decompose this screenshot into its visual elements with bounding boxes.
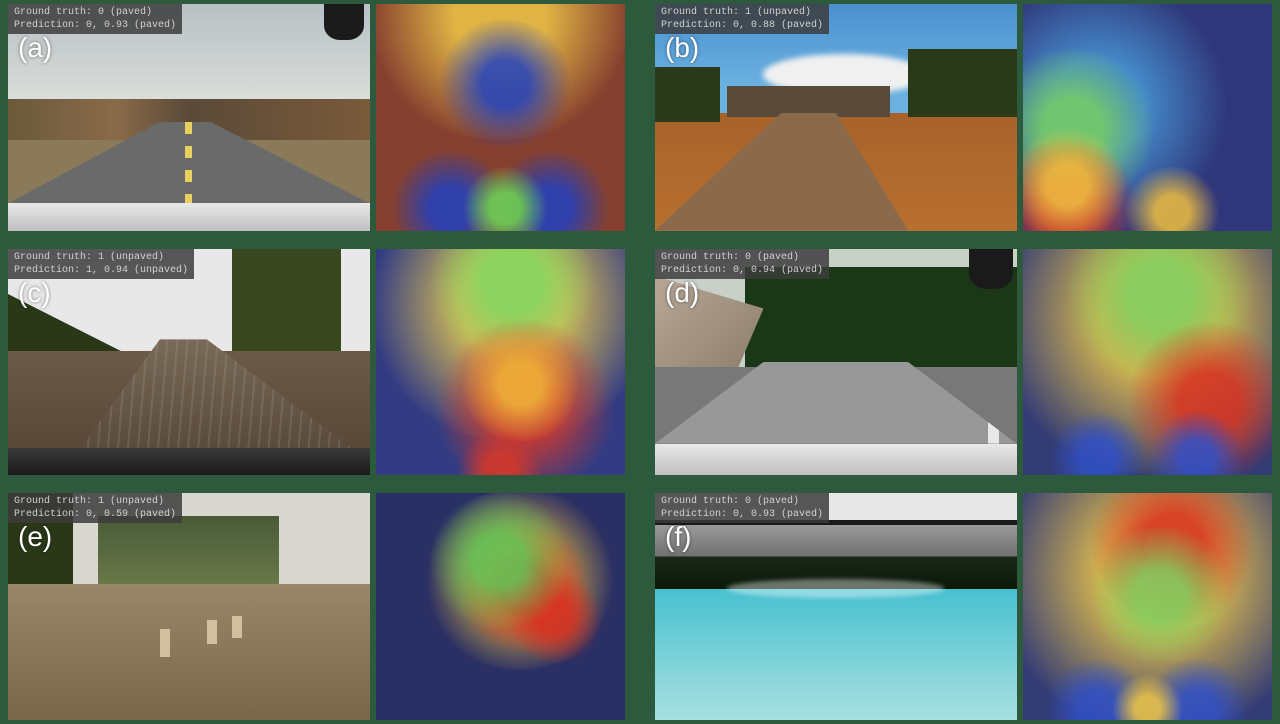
photo-d: Ground truth: 0 (paved) Prediction: 0, 0… <box>655 249 1017 476</box>
panel-letter: (c) <box>18 277 51 309</box>
pred-text: Prediction: 1, 0.94 (unpaved) <box>14 265 188 276</box>
pred-text: Prediction: 0, 0.93 (paved) <box>661 509 823 520</box>
panel-c: Ground truth: 1 (unpaved) Prediction: 1,… <box>8 249 625 476</box>
label-box: Ground truth: 1 (unpaved) Prediction: 0,… <box>8 493 182 523</box>
flipped-scene <box>655 493 1017 720</box>
photo-e: Ground truth: 1 (unpaved) Prediction: 0,… <box>8 493 370 720</box>
label-box: Ground truth: 0 (paved) Prediction: 0, 0… <box>8 4 182 34</box>
photo-b: Ground truth: 1 (unpaved) Prediction: 0,… <box>655 4 1017 231</box>
panel-letter: (f) <box>665 521 691 553</box>
hood <box>8 448 370 475</box>
label-box: Ground truth: 1 (unpaved) Prediction: 1,… <box>8 249 194 279</box>
heatmap-f <box>1023 493 1272 720</box>
photo-f: Ground truth: 0 (paved) Prediction: 0, 0… <box>655 493 1017 720</box>
pred-text: Prediction: 0, 0.94 (paved) <box>661 265 823 276</box>
gt-text: Ground truth: 0 (paved) <box>661 496 799 507</box>
panel-d: Ground truth: 0 (paved) Prediction: 0, 0… <box>655 249 1272 476</box>
hood <box>655 444 1017 476</box>
trees-left <box>655 67 720 121</box>
road <box>8 584 370 720</box>
lane-marking <box>185 122 192 204</box>
trees-mid <box>98 516 279 589</box>
photo-c: Ground truth: 1 (unpaved) Prediction: 1,… <box>8 249 370 476</box>
mirror <box>324 4 364 40</box>
hood <box>8 203 370 230</box>
gt-text: Ground truth: 1 (unpaved) <box>661 7 811 18</box>
pred-text: Prediction: 0, 0.59 (paved) <box>14 509 176 520</box>
heatmap-b <box>1023 4 1272 231</box>
panel-letter: (b) <box>665 32 699 64</box>
heatmap-e <box>376 493 625 720</box>
panel-e: Ground truth: 1 (unpaved) Prediction: 0,… <box>8 493 625 720</box>
person <box>160 629 170 657</box>
figure-grid: Ground truth: 0 (paved) Prediction: 0, 0… <box>0 0 1280 724</box>
label-box: Ground truth: 1 (unpaved) Prediction: 0,… <box>655 4 829 34</box>
mirror <box>969 249 1013 289</box>
panel-b: Ground truth: 1 (unpaved) Prediction: 0,… <box>655 4 1272 231</box>
gt-text: Ground truth: 1 (unpaved) <box>14 496 164 507</box>
trees-right <box>232 249 340 351</box>
heatmap-c <box>376 249 625 476</box>
heatmap-a <box>376 4 625 231</box>
cloud-reflected <box>727 579 944 597</box>
gt-text: Ground truth: 0 (paved) <box>14 7 152 18</box>
panel-letter: (e) <box>18 521 52 553</box>
trees-right <box>908 49 1016 117</box>
pred-text: Prediction: 0, 0.93 (paved) <box>14 20 176 31</box>
person <box>232 616 242 638</box>
gt-text: Ground truth: 1 (unpaved) <box>14 252 164 263</box>
person <box>207 620 217 644</box>
panel-letter: (d) <box>665 277 699 309</box>
label-box: Ground truth: 0 (paved) Prediction: 0, 0… <box>655 249 829 279</box>
panel-letter: (a) <box>18 32 52 64</box>
panel-f: Ground truth: 0 (paved) Prediction: 0, 0… <box>655 493 1272 720</box>
photo-a: Ground truth: 0 (paved) Prediction: 0, 0… <box>8 4 370 231</box>
pred-text: Prediction: 0, 0.88 (paved) <box>661 20 823 31</box>
label-box: Ground truth: 0 (paved) Prediction: 0, 0… <box>655 493 829 523</box>
gt-text: Ground truth: 0 (paved) <box>661 252 799 263</box>
heatmap-d <box>1023 249 1272 476</box>
panel-a: Ground truth: 0 (paved) Prediction: 0, 0… <box>8 4 625 231</box>
huts <box>727 86 890 118</box>
